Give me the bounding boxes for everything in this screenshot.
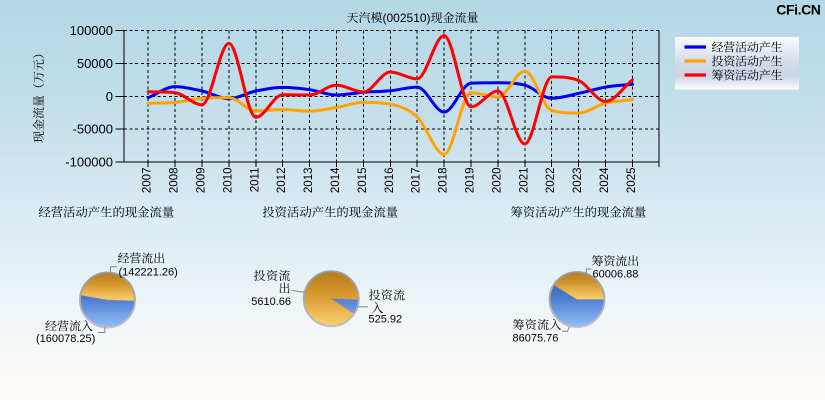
svg-text:2011: 2011 <box>249 168 261 193</box>
svg-text:2017: 2017 <box>411 168 423 194</box>
svg-text:2023: 2023 <box>572 168 584 194</box>
svg-text:2025: 2025 <box>626 168 638 194</box>
svg-text:2019: 2019 <box>465 168 477 194</box>
svg-text:-50000: -50000 <box>73 122 113 137</box>
svg-text:2013: 2013 <box>303 168 315 194</box>
svg-text:-100000: -100000 <box>65 155 113 170</box>
svg-text:2009: 2009 <box>196 168 208 194</box>
svg-text:(160078.25): (160078.25) <box>36 333 95 345</box>
svg-text:2024: 2024 <box>599 167 611 193</box>
svg-text:2007: 2007 <box>142 168 154 194</box>
svg-text:2010: 2010 <box>222 168 234 194</box>
svg-text:2021: 2021 <box>518 168 530 194</box>
svg-text:2016: 2016 <box>384 168 396 194</box>
svg-text:5610.66: 5610.66 <box>251 296 291 308</box>
svg-text:525.92: 525.92 <box>369 314 403 326</box>
svg-text:100000: 100000 <box>70 23 113 38</box>
svg-text:2014: 2014 <box>330 167 342 193</box>
svg-text:(002510): (002510) <box>383 11 431 25</box>
svg-text:2008: 2008 <box>169 168 181 194</box>
svg-text:2022: 2022 <box>545 168 557 194</box>
svg-text:86075.76: 86075.76 <box>513 332 559 344</box>
svg-text:2020: 2020 <box>491 168 503 194</box>
svg-text:2015: 2015 <box>357 168 369 194</box>
svg-text:2012: 2012 <box>276 168 288 194</box>
svg-text:(142221.26): (142221.26) <box>119 267 178 279</box>
svg-text:0: 0 <box>106 89 113 104</box>
svg-text:60006.88: 60006.88 <box>593 268 639 280</box>
svg-text:50000: 50000 <box>77 56 113 71</box>
svg-text:CFi.CN: CFi.CN <box>776 2 821 18</box>
svg-text:2018: 2018 <box>438 168 450 194</box>
